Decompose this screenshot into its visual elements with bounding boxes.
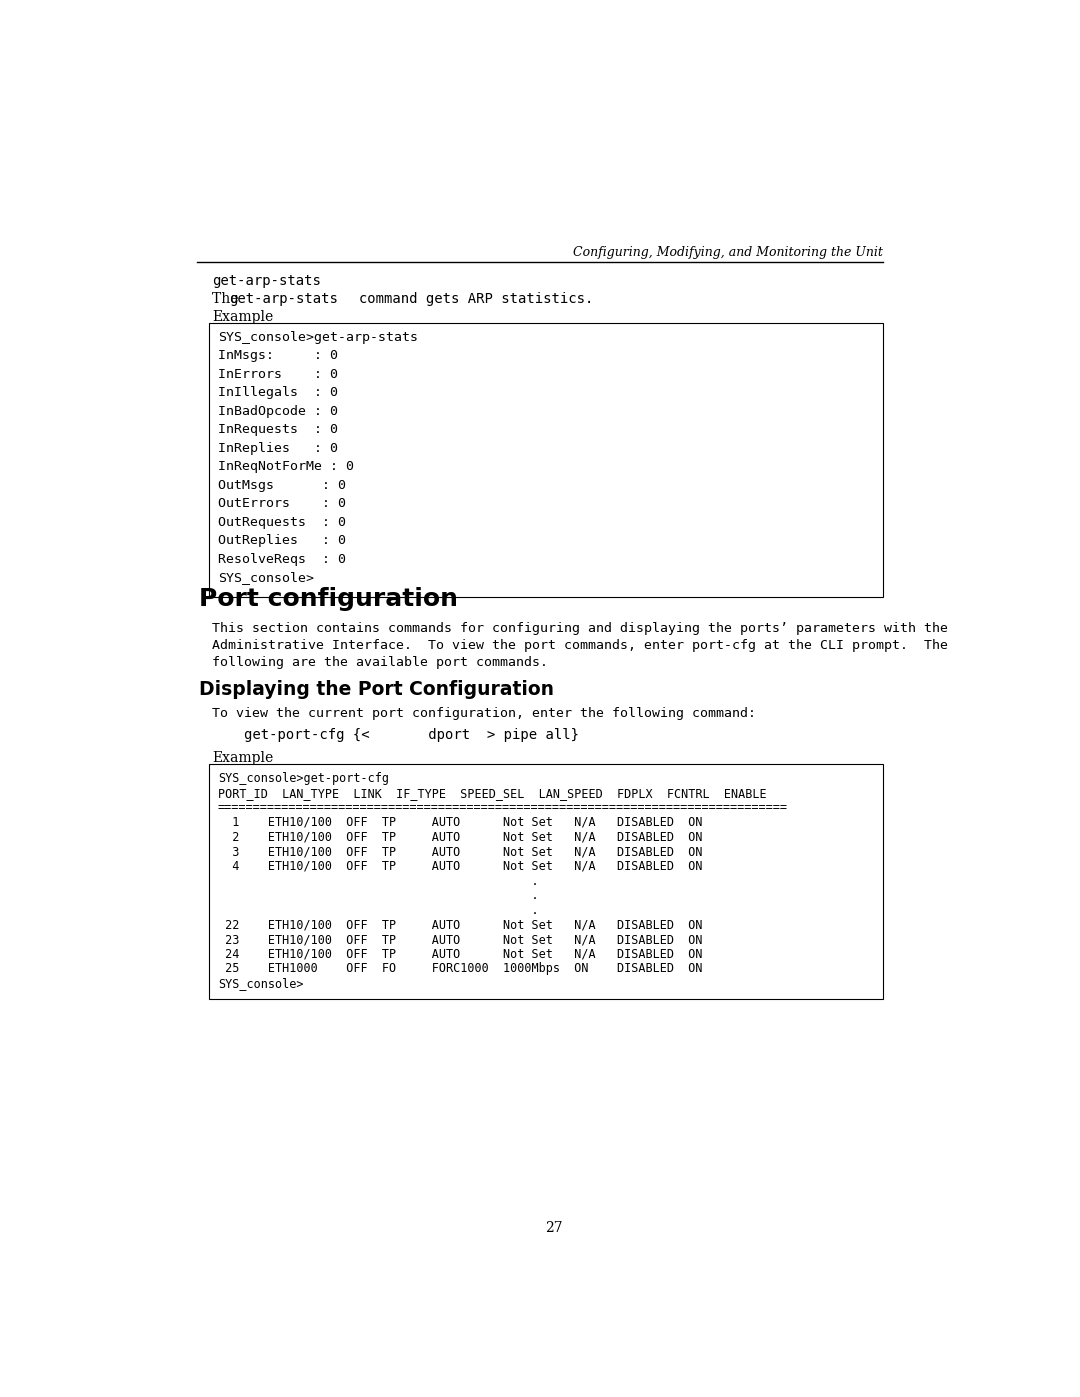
Text: InBadOpcode : 0: InBadOpcode : 0	[218, 405, 338, 418]
Text: OutRequests  : 0: OutRequests : 0	[218, 515, 346, 528]
Text: This section contains commands for configuring and displaying the ports’ paramet: This section contains commands for confi…	[213, 622, 948, 636]
Text: 25    ETH1000    OFF  FO     FORC1000  1000Mbps  ON    DISABLED  ON: 25 ETH1000 OFF FO FORC1000 1000Mbps ON D…	[218, 963, 702, 975]
Text: InMsgs:     : 0: InMsgs: : 0	[218, 349, 338, 362]
Text: following are the available port commands.: following are the available port command…	[213, 655, 549, 669]
Text: 2    ETH10/100  OFF  TP     AUTO      Not Set   N/A   DISABLED  ON: 2 ETH10/100 OFF TP AUTO Not Set N/A DISA…	[218, 831, 702, 844]
Text: 3    ETH10/100  OFF  TP     AUTO      Not Set   N/A   DISABLED  ON: 3 ETH10/100 OFF TP AUTO Not Set N/A DISA…	[218, 845, 702, 858]
Text: get-port-cfg {<       dport  > pipe all}: get-port-cfg {< dport > pipe all}	[243, 728, 579, 742]
Text: OutReplies   : 0: OutReplies : 0	[218, 534, 346, 548]
Text: 1    ETH10/100  OFF  TP     AUTO      Not Set   N/A   DISABLED  ON: 1 ETH10/100 OFF TP AUTO Not Set N/A DISA…	[218, 816, 702, 828]
Text: SYS_console>: SYS_console>	[218, 571, 314, 584]
Text: command gets ARP statistics.: command gets ARP statistics.	[318, 292, 594, 306]
Text: SYS_console>get-arp-stats: SYS_console>get-arp-stats	[218, 331, 418, 344]
Text: InErrors    : 0: InErrors : 0	[218, 367, 338, 381]
Bar	[208, 323, 882, 598]
Text: InReqNotForMe : 0: InReqNotForMe : 0	[218, 460, 354, 474]
Bar	[208, 764, 882, 999]
Text: 23    ETH10/100  OFF  TP     AUTO      Not Set   N/A   DISABLED  ON: 23 ETH10/100 OFF TP AUTO Not Set N/A DIS…	[218, 933, 702, 946]
Text: Administrative Interface.  To view the port commands, enter port-cfg at the CLI : Administrative Interface. To view the po…	[213, 638, 948, 652]
Text: get-arp-stats: get-arp-stats	[230, 292, 338, 306]
Text: Port configuration: Port configuration	[199, 587, 458, 612]
Text: OutErrors    : 0: OutErrors : 0	[218, 497, 346, 510]
Text: SYS_console>: SYS_console>	[218, 977, 303, 990]
Text: PORT_ID  LAN_TYPE  LINK  IF_TYPE  SPEED_SEL  LAN_SPEED  FDPLX  FCNTRL  ENABLE: PORT_ID LAN_TYPE LINK IF_TYPE SPEED_SEL …	[218, 787, 767, 799]
Text: The: The	[213, 292, 243, 306]
Text: To view the current port configuration, enter the following command:: To view the current port configuration, …	[213, 707, 756, 719]
Text: 22    ETH10/100  OFF  TP     AUTO      Not Set   N/A   DISABLED  ON: 22 ETH10/100 OFF TP AUTO Not Set N/A DIS…	[218, 918, 702, 932]
Text: Example: Example	[213, 310, 273, 324]
Text: InIllegals  : 0: InIllegals : 0	[218, 387, 338, 400]
Text: .: .	[218, 875, 539, 887]
Text: InRequests  : 0: InRequests : 0	[218, 423, 338, 436]
Text: OutMsgs      : 0: OutMsgs : 0	[218, 479, 346, 492]
Text: Configuring, Modifying, and Monitoring the Unit: Configuring, Modifying, and Monitoring t…	[573, 246, 882, 260]
Text: 24    ETH10/100  OFF  TP     AUTO      Not Set   N/A   DISABLED  ON: 24 ETH10/100 OFF TP AUTO Not Set N/A DIS…	[218, 947, 702, 961]
Text: InReplies   : 0: InReplies : 0	[218, 441, 338, 455]
Text: 27: 27	[544, 1221, 563, 1235]
Text: get-arp-stats: get-arp-stats	[213, 274, 322, 288]
Text: Example: Example	[213, 750, 273, 764]
Text: .: .	[218, 888, 539, 902]
Text: ResolveReqs  : 0: ResolveReqs : 0	[218, 553, 346, 566]
Text: Displaying the Port Configuration: Displaying the Port Configuration	[199, 680, 554, 698]
Text: SYS_console>get-port-cfg: SYS_console>get-port-cfg	[218, 773, 389, 785]
Text: ================================================================================: ========================================…	[218, 802, 788, 814]
Text: .: .	[218, 904, 539, 916]
Text: 4    ETH10/100  OFF  TP     AUTO      Not Set   N/A   DISABLED  ON: 4 ETH10/100 OFF TP AUTO Not Set N/A DISA…	[218, 861, 702, 873]
